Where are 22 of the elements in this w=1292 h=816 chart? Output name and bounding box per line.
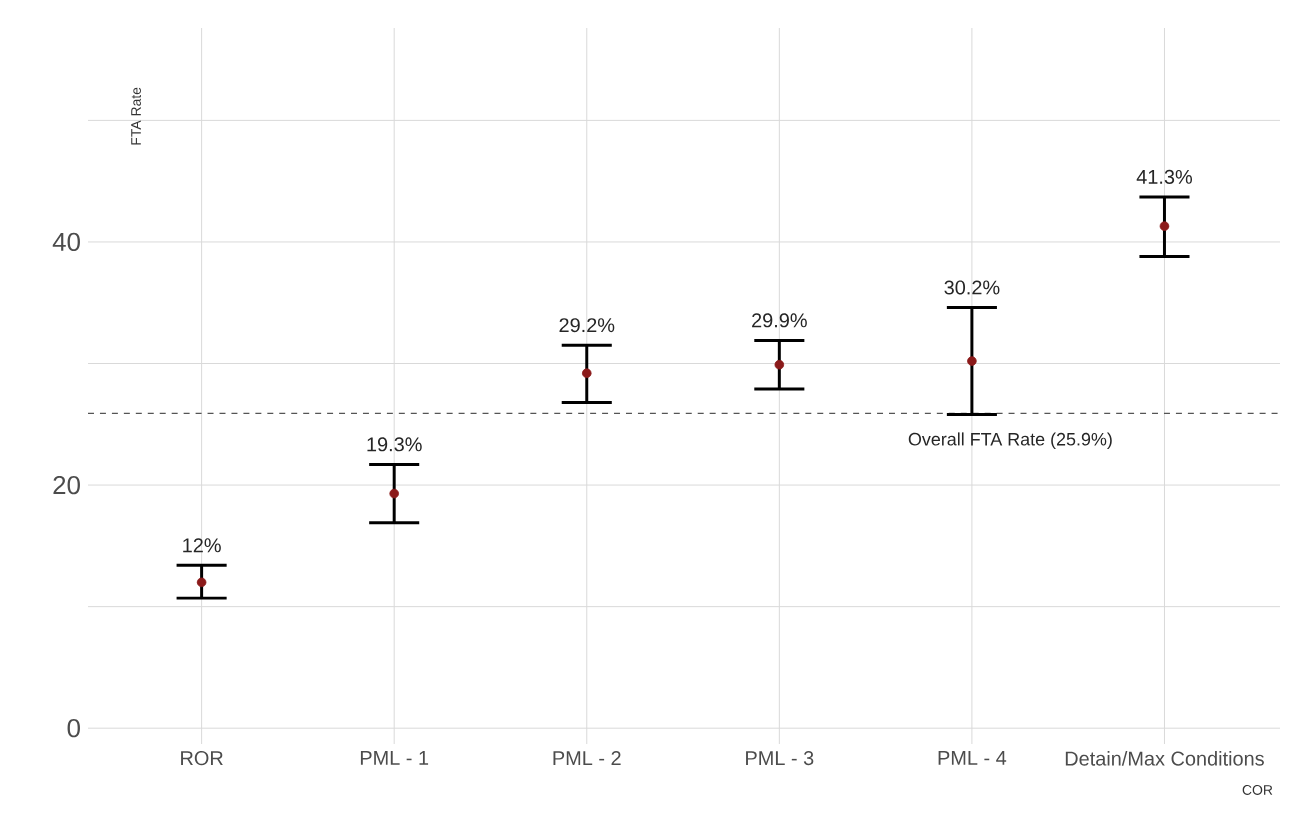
x-tick-label: Detain/Max Conditions bbox=[1065, 751, 1264, 766]
data-label: 41.3% bbox=[1136, 169, 1193, 184]
data-label: 30.2% bbox=[944, 280, 1000, 295]
x-tick-label: PML - 2 bbox=[553, 751, 621, 765]
point bbox=[581, 368, 592, 379]
point bbox=[389, 488, 399, 499]
data-label: 29.9% bbox=[752, 313, 807, 328]
y-tick-label: 20 bbox=[53, 475, 80, 495]
point bbox=[967, 356, 977, 366]
y-tick-label: 40 bbox=[52, 232, 80, 252]
x-tick-label: PML - 4 bbox=[938, 751, 1007, 765]
ref-line-label: Overall FTA Rate (25.9%) bbox=[908, 432, 1112, 450]
y-tick-label: 0 bbox=[67, 719, 80, 738]
x-tick-label: ROR bbox=[181, 751, 223, 766]
data-label: 19.3% bbox=[367, 437, 422, 452]
data-label: 12% bbox=[183, 538, 221, 553]
point bbox=[774, 359, 785, 370]
x-tick-label: PML - 3 bbox=[746, 751, 814, 766]
data-label: 29.2% bbox=[559, 318, 615, 333]
x-tick-label: PML - 1 bbox=[360, 751, 429, 765]
point bbox=[1159, 221, 1170, 231]
point bbox=[196, 577, 207, 588]
